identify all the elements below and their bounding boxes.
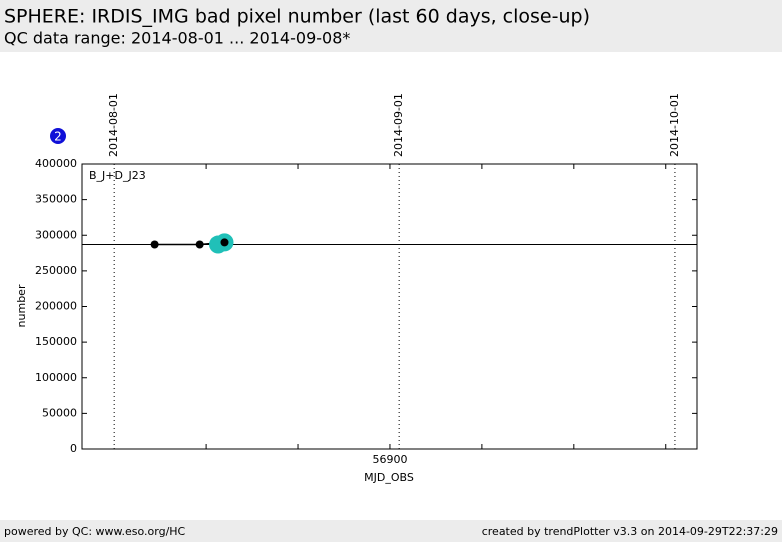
- y-tick-label: 400000: [35, 157, 77, 170]
- y-tick-label: 100000: [35, 371, 77, 384]
- footer-right: created by trendPlotter v3.3 on 2014-09-…: [482, 525, 778, 538]
- y-tick-label: 350000: [35, 193, 77, 206]
- point: [150, 240, 159, 249]
- legend-label: B_J+D_J23: [89, 169, 146, 182]
- plot-area: [81, 163, 698, 450]
- footer-left: powered by QC: www.eso.org/HC: [4, 525, 186, 538]
- point: [220, 238, 229, 247]
- date-label: 2014-10-01: [668, 93, 681, 157]
- y-tick-label: 250000: [35, 264, 77, 277]
- y-tick-label: 150000: [35, 335, 77, 348]
- y-axis-label: number: [15, 284, 28, 327]
- y-tick-label: 0: [70, 442, 77, 455]
- badge: 2: [54, 130, 62, 144]
- date-label: 2014-09-01: [392, 93, 405, 157]
- header-band: [0, 0, 782, 52]
- footer-band: [0, 520, 782, 542]
- page-subtitle: QC data range: 2014-08-01 ... 2014-09-08…: [4, 29, 350, 48]
- point: [195, 240, 204, 249]
- date-label: 2014-08-01: [107, 93, 120, 157]
- page-title: SPHERE: IRDIS_IMG bad pixel number (last…: [4, 6, 590, 28]
- y-tick-label: 200000: [35, 300, 77, 313]
- x-tick-label: 56900: [372, 453, 407, 466]
- y-tick-label: 300000: [35, 228, 77, 241]
- x-axis-label: MJD_OBS: [364, 471, 414, 484]
- badge-circle: [50, 128, 66, 144]
- y-tick-label: 50000: [42, 406, 77, 419]
